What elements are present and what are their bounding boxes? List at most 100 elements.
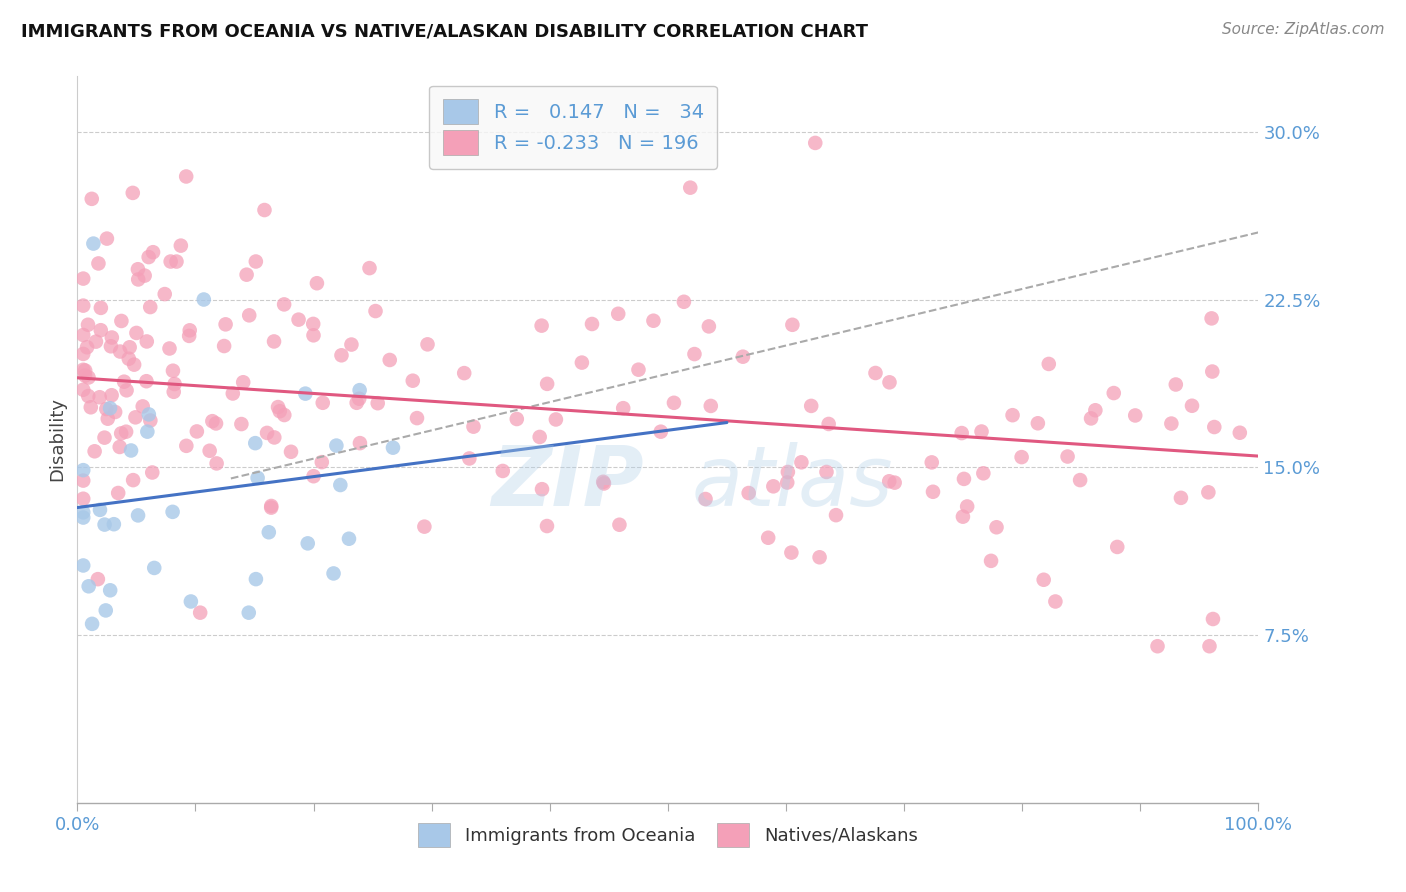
Point	[378, 353, 401, 368]
Point	[817, 417, 839, 431]
Point	[280, 444, 302, 458]
Point	[1056, 450, 1078, 464]
Point	[367, 396, 389, 410]
Point	[108, 344, 131, 359]
Point	[104, 405, 127, 419]
Point	[302, 317, 325, 331]
Point	[1026, 417, 1049, 431]
Point	[571, 356, 593, 370]
Point	[115, 384, 138, 398]
Point	[174, 169, 197, 184]
Point	[77, 318, 100, 332]
Point	[700, 399, 723, 413]
Point	[87, 256, 110, 270]
Point	[1011, 450, 1033, 464]
Point	[1123, 409, 1146, 423]
Point	[77, 389, 100, 403]
Point	[235, 268, 257, 282]
Point	[103, 517, 125, 532]
Point	[127, 262, 149, 277]
Point	[273, 297, 295, 311]
Point	[1201, 311, 1223, 326]
Point	[825, 508, 848, 523]
Point	[198, 443, 221, 458]
Point	[159, 254, 181, 268]
Point	[80, 401, 103, 415]
Point	[186, 425, 208, 439]
Point	[790, 455, 813, 469]
Point	[1204, 420, 1226, 434]
Point	[1198, 639, 1220, 653]
Point	[815, 465, 838, 479]
Point	[1164, 377, 1187, 392]
Point	[349, 383, 371, 397]
Point	[253, 202, 276, 217]
Point	[93, 431, 115, 445]
Point	[782, 318, 804, 332]
Point	[72, 463, 94, 477]
Point	[762, 479, 785, 493]
Point	[804, 136, 827, 150]
Point	[800, 399, 823, 413]
Point	[98, 583, 121, 598]
Point	[132, 400, 155, 414]
Point	[142, 245, 165, 260]
Point	[72, 328, 94, 343]
Point	[118, 351, 141, 366]
Point	[297, 536, 319, 550]
Point	[879, 376, 901, 390]
Point	[865, 366, 887, 380]
Point	[94, 603, 117, 617]
Point	[245, 254, 267, 268]
Point	[325, 439, 347, 453]
Point	[672, 294, 695, 309]
Point	[201, 414, 224, 428]
Point	[80, 192, 103, 206]
Point	[214, 318, 236, 332]
Point	[125, 326, 148, 340]
Point	[83, 444, 105, 458]
Point	[808, 550, 831, 565]
Point	[108, 440, 131, 454]
Point	[337, 532, 360, 546]
Legend: Immigrants from Oceania, Natives/Alaskans: Immigrants from Oceania, Natives/Alaskan…	[409, 814, 927, 855]
Point	[776, 475, 799, 490]
Point	[1102, 386, 1125, 401]
Point	[322, 566, 344, 581]
Point	[453, 366, 475, 380]
Point	[256, 425, 278, 440]
Point	[1032, 573, 1054, 587]
Point	[406, 411, 429, 425]
Point	[96, 401, 118, 416]
Point	[627, 362, 650, 376]
Point	[72, 363, 94, 377]
Point	[267, 400, 290, 414]
Point	[643, 314, 665, 328]
Point	[127, 508, 149, 523]
Point	[592, 475, 614, 489]
Point	[110, 314, 132, 328]
Point	[162, 364, 184, 378]
Point	[205, 457, 228, 471]
Point	[90, 323, 112, 337]
Point	[986, 520, 1008, 534]
Point	[330, 348, 353, 362]
Point	[294, 386, 316, 401]
Point	[970, 425, 993, 439]
Point	[77, 579, 100, 593]
Point	[246, 471, 269, 485]
Point	[120, 443, 142, 458]
Point	[138, 250, 160, 264]
Point	[269, 404, 291, 418]
Point	[159, 342, 181, 356]
Point	[1084, 403, 1107, 417]
Point	[89, 390, 111, 404]
Point	[877, 475, 900, 489]
Point	[72, 474, 94, 488]
Point	[76, 340, 98, 354]
Point	[492, 464, 515, 478]
Point	[141, 466, 163, 480]
Point	[205, 417, 228, 431]
Point	[1001, 408, 1024, 422]
Point	[1181, 399, 1204, 413]
